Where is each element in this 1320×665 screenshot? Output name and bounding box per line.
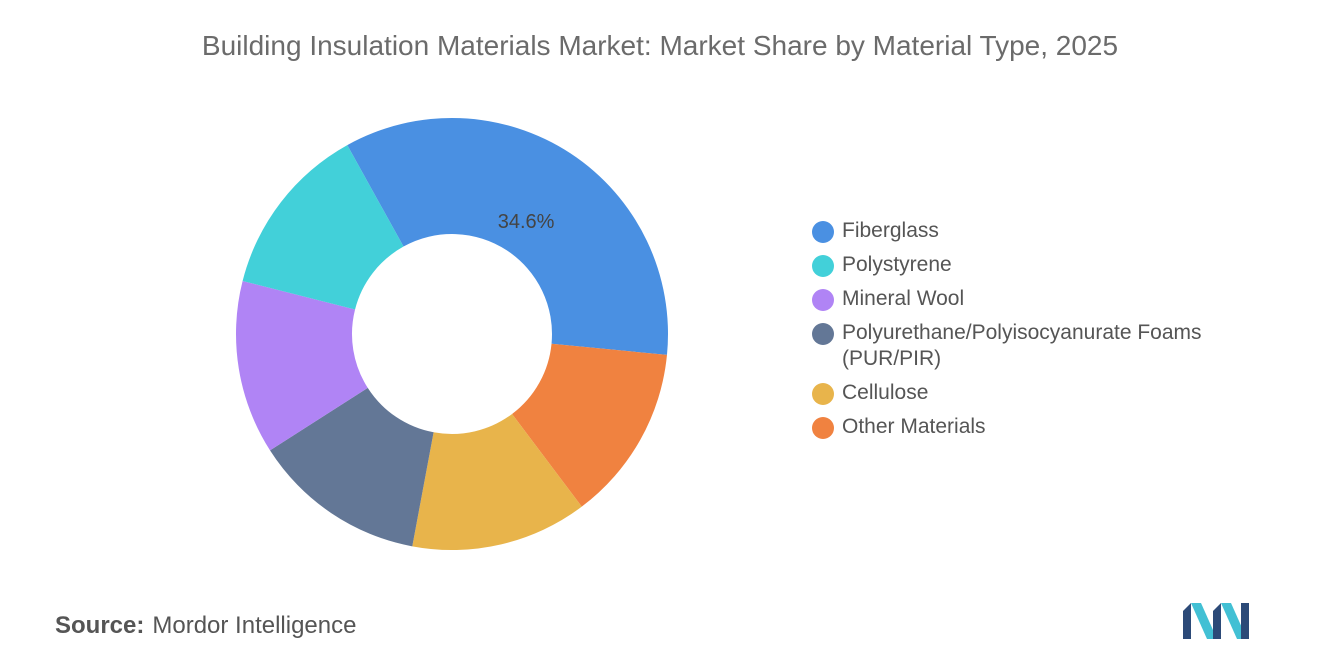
slice-fiberglass (347, 118, 668, 355)
legend-label: Polyurethane/Polyisocyanurate Foams (PUR… (842, 321, 1202, 370)
legend-item: Other Materials (812, 414, 1272, 440)
legend-label: Cellulose (842, 381, 929, 404)
slice-other-materials (512, 343, 667, 507)
legend-label: Other Materials (842, 415, 986, 438)
legend-item: Mineral Wool (812, 286, 1272, 312)
legend-label: Polystyrene (842, 253, 952, 276)
source-key: Source: (55, 612, 145, 639)
legend-item: Polystyrene (812, 252, 1272, 278)
donut-slices (236, 118, 668, 550)
legend-marker (812, 221, 834, 243)
slice-mineral-wool (236, 281, 368, 451)
data-label: 34.6% (498, 211, 555, 233)
legend-marker (812, 383, 834, 405)
legend-item: Polyurethane/Polyisocyanurate Foams (PUR… (812, 320, 1272, 372)
slice-polyurethane-polyisocyanurate-foams-pur-pir (270, 387, 434, 547)
legend-marker (812, 289, 834, 311)
legend-item: Cellulose (812, 380, 1272, 406)
legend-label: Fiberglass (842, 219, 939, 242)
slice-cellulose (412, 413, 582, 550)
source-value: Mordor Intelligence (152, 612, 357, 639)
legend-marker (812, 417, 834, 439)
legend-marker (812, 323, 834, 345)
slice-polystyrene (242, 145, 404, 310)
legend-marker (812, 255, 834, 277)
chart-legend: Fiberglass Polystyrene Mineral Wool Polyure… (812, 218, 1272, 448)
donut-data-labels: 34.6% (498, 211, 555, 233)
mordor-intelligence-logo (1183, 603, 1249, 639)
source-note: Source: Mordor Intelligence (55, 612, 356, 640)
chart-title: Building Insulation Materials Market: Ma… (201, 30, 1119, 61)
legend-item: Fiberglass (812, 218, 1272, 244)
legend-label: Mineral Wool (842, 287, 965, 310)
